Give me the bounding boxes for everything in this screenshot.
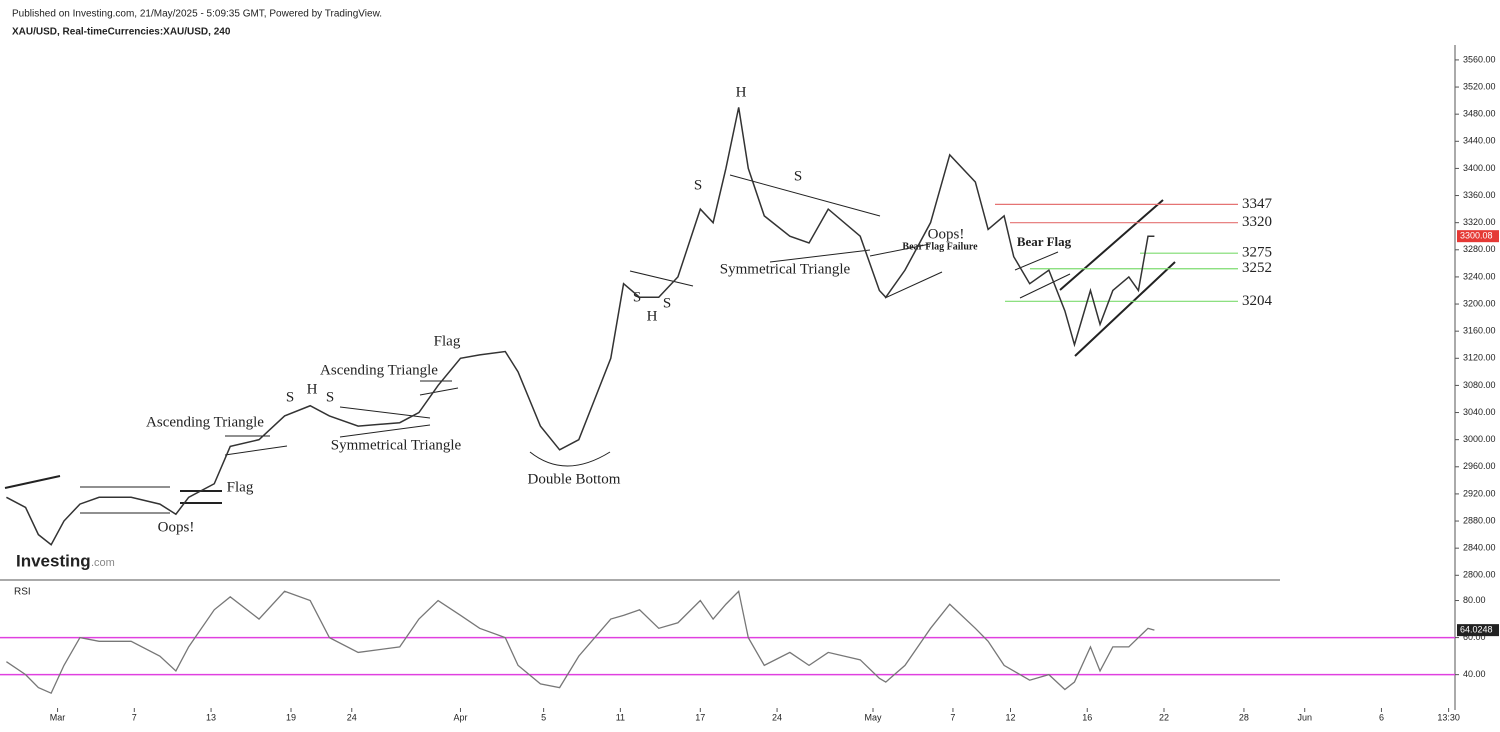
pattern-label: S — [794, 168, 802, 184]
y-tick-label: 3400.00 — [1463, 163, 1496, 173]
y-tick-label: 3040.00 — [1463, 407, 1496, 417]
y-tick-label: 2920.00 — [1463, 488, 1496, 498]
level-label: 3320 — [1242, 214, 1272, 230]
last-value-box — [1457, 624, 1499, 637]
x-tick-label: 22 — [1159, 712, 1169, 722]
level-label: 3204 — [1242, 293, 1273, 309]
x-tick-label: 11 — [616, 712, 625, 722]
level-label: 3347 — [1242, 196, 1273, 212]
price-line — [6, 107, 1155, 546]
y-tick-label: 3120.00 — [1463, 353, 1496, 363]
y-tick-label: 3240.00 — [1463, 271, 1496, 281]
x-tick-label: 24 — [347, 712, 357, 722]
pattern-label: S — [633, 289, 641, 305]
x-tick-label: Mar — [50, 712, 66, 722]
x-tick-label: 7 — [132, 712, 137, 722]
pattern-label: Ascending Triangle — [146, 414, 264, 430]
pattern-label: Oops! — [928, 226, 965, 242]
rsi-line — [6, 589, 1155, 695]
y-tick-label: 3080.00 — [1463, 380, 1496, 390]
y-tick-label: 3560.00 — [1463, 54, 1496, 64]
last-price-label: 3300.08 — [1460, 231, 1493, 241]
logo-suffix: .com — [91, 557, 115, 569]
x-tick-label: 24 — [772, 712, 782, 722]
pattern-label: Symmetrical Triangle — [720, 261, 851, 277]
x-tick-label: Apr — [453, 712, 467, 722]
pattern-label: Oops! — [158, 519, 195, 535]
pattern-label: Flag — [434, 333, 461, 349]
pattern-label: S — [663, 295, 671, 311]
pattern-label: Symmetrical Triangle — [331, 437, 462, 453]
x-tick-label: 16 — [1082, 712, 1092, 722]
y-tick-label: 2800.00 — [1463, 570, 1496, 580]
pattern-label: Bear Flag — [1017, 234, 1072, 249]
y-tick-label: 3280.00 — [1463, 244, 1496, 254]
level-label: 3275 — [1242, 245, 1272, 261]
y-tick-label: 2840.00 — [1463, 543, 1496, 553]
y-tick-label: 3000.00 — [1463, 434, 1496, 444]
y-tick-label: 2880.00 — [1463, 515, 1496, 525]
pattern-label: Ascending Triangle — [320, 362, 438, 378]
pattern-label: Bear Flag Failure — [902, 241, 978, 252]
y-tick-label: 3200.00 — [1463, 298, 1496, 308]
x-tick-label: 17 — [695, 712, 705, 722]
y-tick-label: 60.00 — [1463, 632, 1486, 642]
y-tick-label: 3160.00 — [1463, 326, 1496, 336]
panel-title: RSI — [14, 587, 31, 598]
pattern-label: H — [307, 381, 318, 397]
y-tick-label: 3480.00 — [1463, 109, 1496, 119]
published-note: Published on Investing.com, 21/May/2025 … — [12, 9, 382, 20]
pattern-label: Flag — [227, 479, 254, 495]
symbol-title: XAU/USD, Real-timeCurrencies:XAU/USD, 24… — [12, 27, 231, 38]
x-tick-label: 6 — [1379, 712, 1384, 722]
pattern-label: H — [647, 308, 658, 324]
y-tick-label: 40.00 — [1463, 669, 1486, 679]
x-tick-label: 12 — [1005, 712, 1015, 722]
y-tick-label: 2960.00 — [1463, 461, 1496, 471]
x-tick-label: 13:30 — [1437, 712, 1460, 722]
pattern-label: S — [694, 177, 702, 193]
last-value-label: 64.0248 — [1460, 625, 1493, 635]
x-tick-label: Jun — [1297, 712, 1312, 722]
pattern-lines — [0, 45, 1456, 710]
y-tick-label: 3440.00 — [1463, 136, 1496, 146]
y-tick-label: 3360.00 — [1463, 190, 1496, 200]
x-tick-label: 28 — [1239, 712, 1249, 722]
x-tick-label: 5 — [541, 712, 546, 722]
pattern-label: H — [736, 84, 747, 100]
y-tick-label: 3520.00 — [1463, 81, 1496, 91]
logo: Investing — [16, 551, 91, 570]
pattern-label: S — [326, 389, 334, 405]
x-tick-label: 7 — [950, 712, 955, 722]
y-tick-label: 80.00 — [1463, 595, 1486, 605]
pattern-label: Double Bottom — [528, 471, 621, 487]
x-tick-label: 19 — [286, 712, 296, 722]
last-price-box — [1457, 230, 1499, 243]
pattern-label: S — [286, 389, 294, 405]
y-tick-label: 3320.00 — [1463, 217, 1496, 227]
x-tick-label: 13 — [206, 712, 216, 722]
level-label: 3252 — [1242, 260, 1272, 276]
x-tick-label: May — [864, 712, 882, 722]
